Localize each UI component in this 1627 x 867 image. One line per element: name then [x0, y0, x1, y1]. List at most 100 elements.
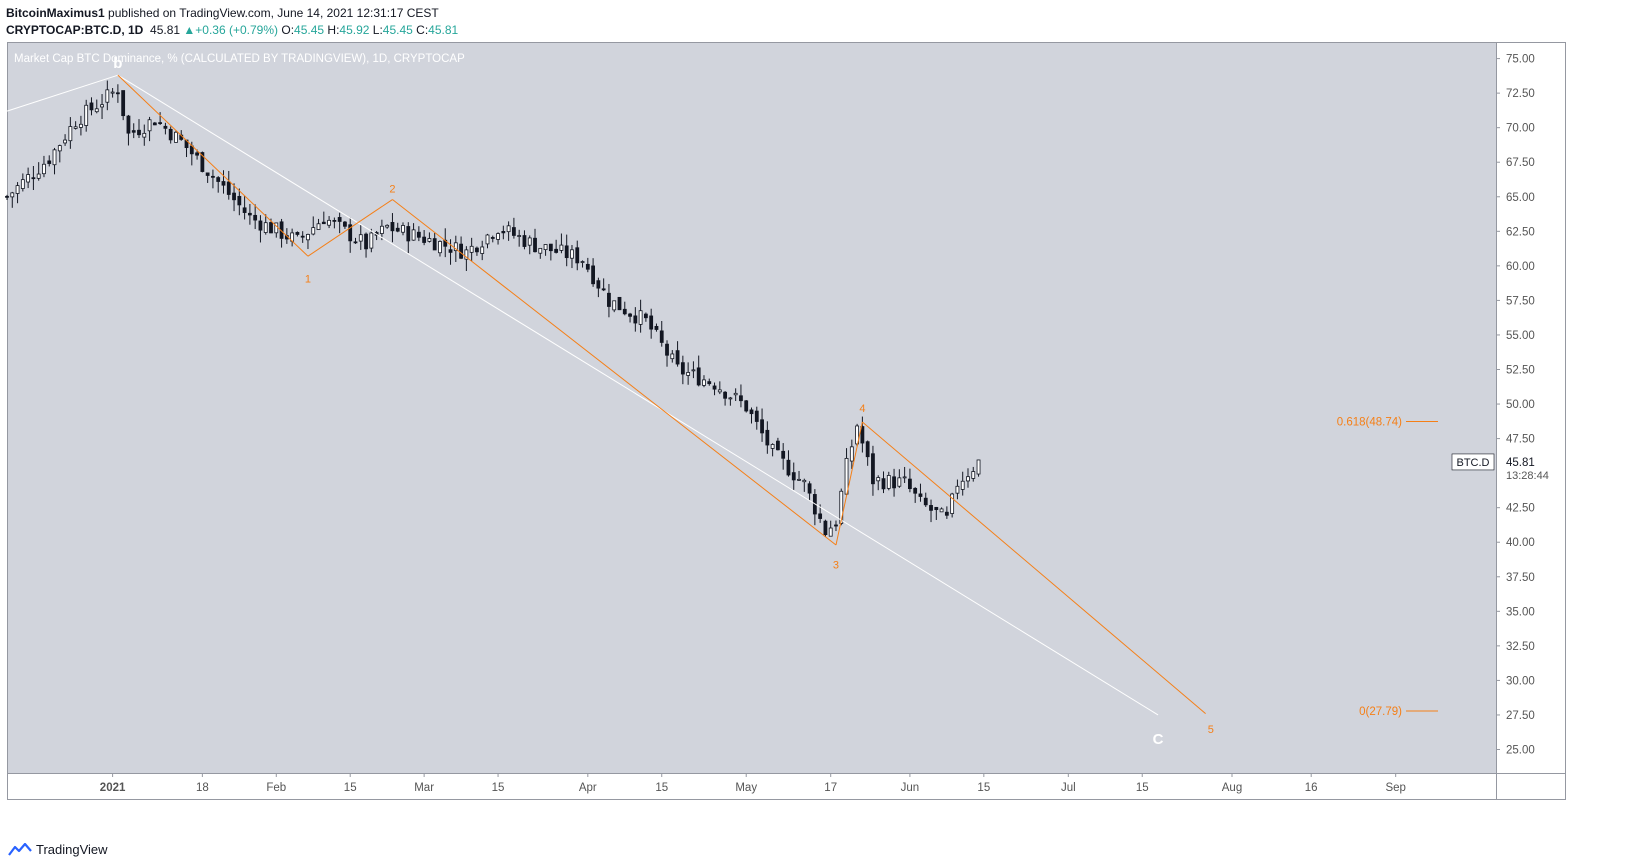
candle: [496, 233, 500, 240]
candle: [358, 234, 363, 242]
candle: [670, 353, 675, 360]
candle: [295, 232, 300, 235]
symbol-tag-box: [1451, 453, 1495, 471]
candle: [115, 92, 120, 95]
candle: [675, 350, 680, 365]
high-value: 45.92: [339, 23, 370, 37]
candle: [142, 132, 147, 138]
wave-label-4: 4: [859, 403, 865, 415]
candle: [686, 372, 691, 376]
candle: [908, 478, 912, 490]
candle: [818, 513, 823, 519]
last-price-box: [1497, 453, 1565, 482]
candle: [781, 450, 786, 459]
candle: [506, 225, 511, 233]
candle: [475, 247, 479, 253]
candle: [448, 249, 453, 253]
candle: [200, 152, 205, 172]
candle: [47, 160, 52, 164]
candle: [73, 126, 78, 129]
countdown-label: 13:28:44: [1506, 470, 1549, 482]
author-name[interactable]: BitcoinMaximus1: [6, 6, 105, 20]
candle: [242, 207, 247, 213]
y-tick-label: 32.50: [1506, 641, 1535, 653]
candle: [5, 195, 9, 198]
candle: [527, 237, 532, 246]
candle: [871, 453, 875, 485]
candle: [327, 219, 331, 226]
candle: [263, 222, 268, 233]
wave-label-C: C: [1153, 731, 1164, 748]
wave-label-3: 3: [833, 559, 839, 571]
candle: [121, 90, 126, 117]
orange-wave-line: [392, 199, 837, 546]
candle: [94, 108, 99, 113]
candle: [638, 310, 643, 325]
candle: [601, 288, 606, 291]
candle: [876, 477, 881, 482]
candle: [84, 104, 89, 126]
low-value: 45.45: [382, 23, 413, 37]
candle: [42, 163, 46, 175]
candle: [765, 429, 770, 446]
candle: [886, 475, 891, 489]
candle: [168, 128, 173, 141]
candle: [10, 192, 15, 198]
fib-level-label: 0(27.79): [1359, 706, 1402, 718]
price-axis: [1496, 42, 1566, 773]
y-tick-label: 35.00: [1506, 606, 1535, 618]
candle: [211, 175, 215, 178]
candle: [892, 476, 896, 489]
candle: [717, 389, 722, 393]
candle: [543, 244, 548, 251]
candle: [517, 235, 522, 237]
candle: [216, 177, 221, 182]
candle: [422, 236, 427, 243]
candle: [343, 221, 347, 227]
candle: [538, 247, 543, 254]
candle: [548, 243, 553, 252]
candle: [522, 235, 527, 247]
candle: [89, 102, 94, 111]
change-value: ▲+0.36 (+0.79%): [183, 23, 279, 37]
candle: [26, 174, 31, 183]
candle: [939, 508, 944, 513]
white-trend-line: [6, 74, 119, 112]
white-trend-line: [117, 74, 1159, 716]
candle: [321, 221, 326, 225]
candle: [733, 392, 738, 396]
candle: [580, 261, 585, 263]
candle: [15, 185, 20, 194]
candle: [364, 233, 368, 250]
candle: [828, 527, 833, 537]
candle: [786, 459, 791, 476]
tradingview-footer[interactable]: TradingView: [8, 842, 108, 857]
candle: [195, 152, 199, 156]
candle: [849, 446, 854, 462]
y-tick-label: 70.00: [1506, 123, 1535, 135]
y-tick-label: 37.50: [1506, 572, 1535, 584]
candle: [68, 126, 73, 142]
candles: [5, 80, 981, 537]
y-tick-label: 72.50: [1506, 88, 1535, 100]
symbol-label: CRYPTOCAP:BTC.D, 1D: [6, 23, 144, 37]
candle: [881, 478, 886, 490]
x-tick-label: Jun: [901, 782, 920, 794]
candle: [300, 235, 305, 238]
candle: [955, 485, 960, 494]
candle: [401, 225, 405, 233]
candle: [36, 173, 41, 179]
x-tick-label: 15: [1136, 782, 1149, 794]
candle: [385, 224, 390, 228]
orange-wave-line: [835, 421, 863, 546]
plot-area: [7, 42, 1496, 773]
candle: [918, 493, 923, 497]
y-tick-label: 25.00: [1506, 745, 1535, 757]
candle: [691, 369, 696, 372]
candle: [754, 410, 759, 422]
orange-wave-line: [307, 199, 393, 257]
candle: [696, 367, 701, 386]
candle: [770, 444, 775, 449]
tradingview-logo-icon: [8, 842, 32, 856]
